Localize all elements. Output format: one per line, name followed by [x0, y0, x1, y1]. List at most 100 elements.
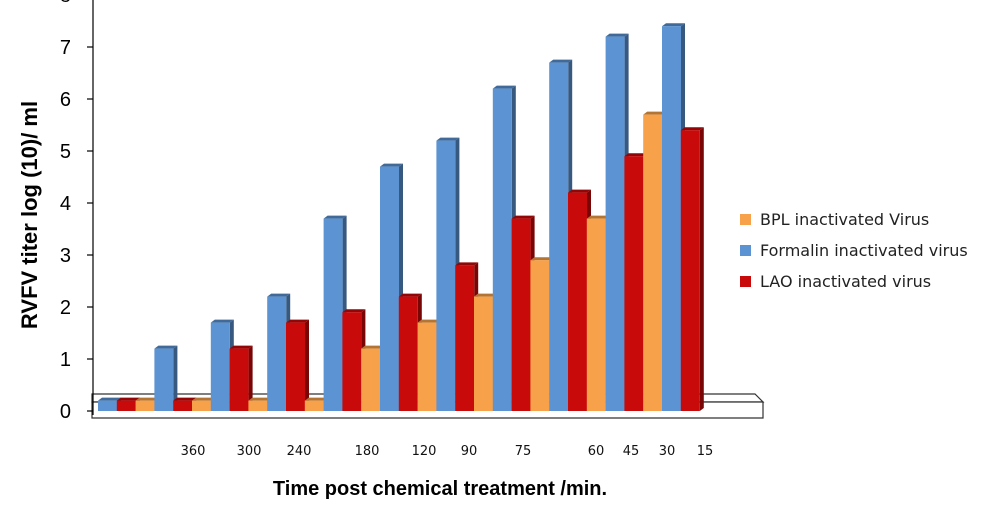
- bar-top: [436, 137, 460, 141]
- x-axis-label: Time post chemical treatment /min.: [272, 478, 608, 500]
- bar-top: [323, 215, 347, 219]
- y-tick-label: 2: [60, 297, 71, 319]
- bar-front: [662, 26, 681, 411]
- bar-top: [135, 397, 159, 401]
- bar-top: [549, 59, 573, 63]
- bar-front: [474, 296, 493, 411]
- bar-top: [192, 397, 215, 401]
- x-tick-label: 60: [588, 444, 605, 459]
- legend-item-lao: LAO inactivated virus: [740, 266, 968, 297]
- bar-top: [398, 293, 422, 297]
- bar-front: [530, 260, 550, 411]
- legend-label: LAO inactivated virus: [760, 272, 932, 291]
- bar-front: [286, 322, 305, 411]
- bar-top: [586, 215, 610, 219]
- bar-side: [305, 319, 309, 411]
- bar-front: [267, 296, 287, 411]
- bar-front: [436, 140, 456, 411]
- bar-top: [530, 257, 554, 261]
- bar-top: [361, 345, 385, 349]
- bar-side: [173, 345, 178, 411]
- bar-top: [173, 397, 197, 401]
- bar-top: [624, 153, 648, 157]
- bar-front: [192, 400, 211, 411]
- x-tick-label: 360: [181, 444, 206, 459]
- y-tick-label: 8: [60, 0, 71, 7]
- bar-front: [549, 62, 569, 411]
- bar-front: [323, 218, 343, 411]
- bar-front: [455, 265, 475, 411]
- bar: [229, 345, 253, 411]
- bar-top: [662, 23, 685, 27]
- x-tick-label: 300: [237, 444, 262, 459]
- y-tick-label: 6: [60, 89, 71, 111]
- bar-top: [248, 397, 272, 401]
- x-tick-label: 30: [659, 444, 676, 459]
- y-axis-label: RVFV titer log (10)/ ml: [17, 100, 42, 330]
- bar-front: [380, 166, 399, 411]
- bar-front: [586, 218, 606, 411]
- legend-swatch: [740, 214, 751, 225]
- bar-front: [605, 36, 625, 411]
- bar-top: [455, 262, 479, 266]
- bar-top: [568, 189, 591, 193]
- x-tick-label: 15: [697, 444, 714, 459]
- bar-front: [98, 400, 117, 411]
- x-tick-label: 75: [515, 444, 532, 459]
- legend-item-formalin: Formalin inactivated virus: [740, 235, 968, 266]
- bar-top: [286, 319, 309, 323]
- bar-front: [304, 400, 324, 411]
- y-tick-label: 4: [60, 193, 71, 215]
- bar-front: [173, 400, 193, 411]
- legend: BPL inactivated Virus Formalin inactivat…: [740, 204, 968, 297]
- bar-front: [624, 156, 644, 411]
- bar-top: [605, 33, 629, 37]
- bar-top: [380, 163, 403, 167]
- bar-front: [568, 192, 587, 411]
- bar-top: [474, 293, 497, 297]
- bar-front: [210, 322, 230, 411]
- y-tick-label: 0: [60, 401, 71, 423]
- bar-front: [492, 88, 512, 411]
- bar-front: [680, 130, 700, 411]
- bar-top: [417, 319, 441, 323]
- x-tick-label: 120: [412, 444, 437, 459]
- bar-top: [643, 111, 667, 115]
- bar-front: [248, 400, 268, 411]
- bar-top: [492, 85, 516, 89]
- legend-label: BPL inactivated Virus: [760, 210, 930, 229]
- bar-top: [680, 127, 704, 131]
- bar: [286, 319, 309, 411]
- bar-front: [417, 322, 437, 411]
- bar-front: [643, 114, 663, 411]
- legend-swatch: [740, 245, 751, 256]
- y-tick-label: 7: [60, 37, 71, 59]
- bar-front: [361, 348, 381, 411]
- x-tick-label: 45: [623, 444, 640, 459]
- y-tick-label: 1: [60, 349, 71, 371]
- bar-top: [210, 319, 234, 323]
- bar-front: [154, 348, 174, 411]
- bar-top: [342, 309, 366, 313]
- x-tick-label: 180: [355, 444, 380, 459]
- bar-front: [229, 348, 249, 411]
- bar-side: [248, 345, 253, 411]
- bar: [154, 345, 178, 411]
- bar-front: [135, 400, 155, 411]
- bar-side: [699, 127, 704, 411]
- x-tick-label: 90: [461, 444, 478, 459]
- legend-item-bpl: BPL inactivated Virus: [740, 204, 968, 235]
- legend-swatch: [740, 276, 751, 287]
- bars-group: [98, 23, 704, 411]
- bar-top: [229, 345, 253, 349]
- bar-front: [511, 218, 531, 411]
- bar-top: [98, 397, 121, 401]
- bar-top: [511, 215, 535, 219]
- bar-top: [304, 397, 328, 401]
- x-tick-labels: 360 300 240 180 120 90 75 60 45 30 15: [181, 444, 714, 459]
- bar-top: [116, 397, 140, 401]
- bar-front: [116, 400, 136, 411]
- y-tick-label: 5: [60, 141, 71, 163]
- legend-label: Formalin inactivated virus: [760, 241, 968, 260]
- bar-front: [342, 312, 362, 411]
